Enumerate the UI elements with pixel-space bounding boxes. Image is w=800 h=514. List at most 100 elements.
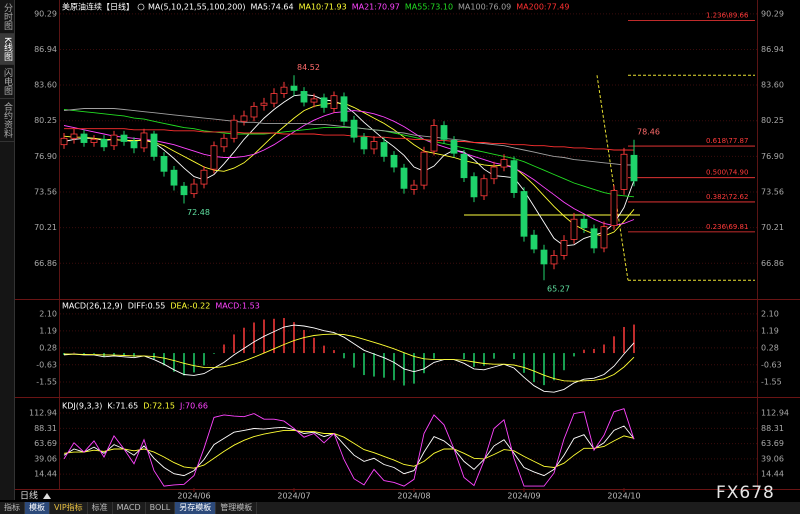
candle-body — [250, 105, 258, 118]
toolbar-tab[interactable]: 模板 — [25, 502, 50, 514]
candle-body — [150, 133, 158, 157]
candle-body — [530, 234, 538, 250]
bottom-toolbar: 指标 模板 VIP指标 标准 MACD BOLL 另存模板 管理模板 — [0, 502, 800, 514]
candle-body — [220, 137, 228, 148]
y-tick-label: 86.94 — [34, 45, 57, 54]
fib-label: 0.236\69.81 — [706, 223, 748, 231]
y-tick-label: 39.06 — [761, 454, 784, 463]
y-tick-label: 70.21 — [761, 223, 784, 232]
candle-body — [280, 86, 288, 94]
range-diagonal — [596, 75, 629, 281]
indicator-line — [63, 425, 635, 477]
indicator-line — [63, 324, 635, 393]
x-tick-label: 2024/07 — [277, 492, 310, 501]
y-tick-label: 86.94 — [761, 45, 784, 54]
chart-title: 美原油连续【日线】 — [62, 2, 134, 12]
y-tick-label: 70.21 — [34, 223, 57, 232]
fib-label: 0.382\72.62 — [706, 193, 748, 201]
period-label[interactable]: 日线 — [20, 490, 38, 502]
side-tab[interactable]: 分时图 — [0, 0, 14, 34]
candle-body — [160, 155, 168, 172]
y-tick-label: 1.19 — [761, 326, 779, 335]
period-arrow[interactable] — [43, 493, 51, 499]
y-tick-label: 80.25 — [761, 116, 784, 125]
candle-body — [90, 138, 98, 143]
toolbar-tab[interactable]: MACD — [113, 502, 146, 514]
indicator-line — [63, 333, 635, 382]
y-tick-label: 0.28 — [39, 343, 57, 352]
y-tick-label: 2.10 — [761, 309, 779, 318]
y-tick-label: 88.31 — [761, 424, 784, 433]
x-tick-label: 2024/08 — [397, 492, 430, 501]
side-tab[interactable]: K线图 — [0, 34, 14, 65]
candle-body — [200, 169, 208, 185]
candle-body — [520, 191, 528, 237]
candle-body — [430, 125, 438, 152]
toolbar-tab[interactable]: 标准 — [88, 502, 113, 514]
legend-label: DIFF:0.55 — [128, 302, 166, 311]
y-tick-label: -0.63 — [36, 360, 57, 369]
y-tick-label: 112.94 — [29, 409, 57, 418]
candle-body — [110, 134, 118, 147]
legend-label: K:71.65 — [107, 402, 138, 411]
candle-body — [310, 98, 318, 103]
candle-body — [210, 145, 218, 170]
y-tick-label: 112.94 — [761, 409, 789, 418]
candle-body — [60, 137, 68, 146]
chart: 日线 FX678 90.29 90.29 86.94 86.94 83.60 83.60 8… — [14, 0, 800, 502]
candle-body — [240, 115, 248, 122]
side-tab[interactable]: 合约资料 — [0, 99, 14, 142]
price-annotation: 78.46 — [637, 127, 660, 136]
legend-label: D:72.15 — [143, 402, 175, 411]
toolbar-tab[interactable]: 管理模板 — [216, 502, 258, 514]
toolbar-tab[interactable]: 另存模板 — [175, 502, 217, 514]
ma-line — [64, 128, 635, 151]
y-tick-label: 39.06 — [34, 454, 57, 463]
y-tick-label: 14.44 — [34, 470, 57, 479]
candle-body — [580, 218, 588, 229]
candle-body — [100, 138, 108, 148]
ma-line — [63, 108, 635, 166]
candle-body — [630, 154, 638, 182]
y-tick-label: 88.31 — [34, 424, 57, 433]
candle-body — [500, 159, 508, 168]
legend-label: MA55:73.10 — [405, 3, 453, 12]
y-tick-label: 73.56 — [761, 187, 784, 196]
ma-line — [63, 102, 635, 237]
y-tick-label: 83.60 — [761, 81, 784, 90]
indicator-line — [63, 408, 635, 487]
candle-body — [230, 119, 238, 139]
sidebar: 分时图 K线图 闪电图 合约资料 — [0, 0, 15, 500]
legend-label: MA200:77.49 — [516, 3, 569, 12]
y-tick-label: -1.55 — [36, 377, 57, 386]
y-tick-label: 83.60 — [34, 81, 57, 90]
x-tick-label: 2024/10 — [607, 492, 640, 501]
y-tick-label: 66.86 — [34, 259, 57, 268]
y-tick-label: 66.86 — [761, 259, 784, 268]
candle-body — [290, 85, 298, 91]
y-tick-label: 14.44 — [761, 470, 784, 479]
y-tick-label: 80.25 — [34, 116, 57, 125]
candle-body — [340, 96, 348, 122]
candle-body — [260, 102, 268, 106]
candle-body — [140, 132, 148, 149]
fib-label: 1.236\89.66 — [706, 12, 749, 20]
settings-icon — [137, 3, 145, 11]
price-annotation: 72.48 — [187, 208, 210, 217]
legend-label: MACD:1.53 — [215, 302, 260, 311]
candle-body — [470, 176, 478, 198]
legend-label: MA5:74.64 — [251, 3, 294, 12]
side-tab[interactable]: 闪电图 — [0, 65, 14, 99]
candle-body — [400, 167, 408, 189]
ma-line — [63, 109, 635, 198]
x-tick-label: 2024/06 — [177, 492, 210, 501]
fib-label: 0.500\74.90 — [706, 169, 748, 177]
toolbar-tab[interactable]: BOLL — [146, 502, 176, 514]
candle-body — [190, 183, 198, 195]
candle-body — [390, 154, 398, 168]
toolbar-tab[interactable]: 指标 — [0, 502, 25, 514]
panel-title: KDJ(9,3,3) — [62, 402, 102, 411]
toolbar-tab[interactable]: VIP指标 — [50, 502, 88, 514]
candle-body — [370, 141, 378, 150]
candle-body — [350, 119, 358, 138]
